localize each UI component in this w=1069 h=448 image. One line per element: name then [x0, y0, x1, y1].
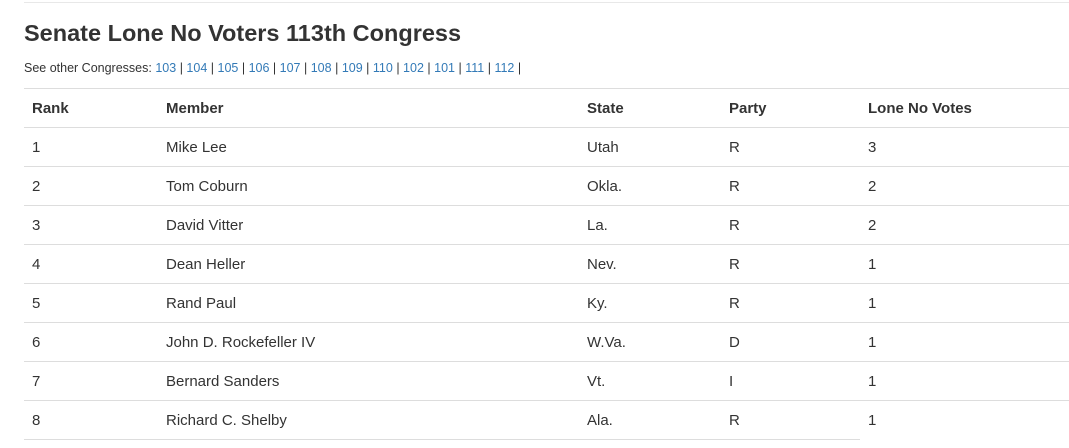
congress-link-102[interactable]: 102 [403, 61, 424, 75]
cell-member: Rand Paul [158, 283, 579, 323]
link-separator: | [517, 61, 522, 75]
cell-member: Mike Lee [158, 127, 579, 167]
table-row: 4 Dean Heller Nev. R 1 [24, 244, 1069, 284]
header-rank: Rank [24, 88, 158, 128]
cell-party: R [721, 127, 860, 167]
table-row: 8 Richard C. Shelby Ala. R 1 [24, 400, 1069, 440]
cell-member: Dean Heller [158, 244, 579, 284]
link-separator: | [487, 61, 491, 75]
link-separator: | [335, 61, 339, 75]
header-state: State [579, 88, 721, 128]
link-separator: | [210, 61, 215, 75]
cell-lone-no-votes: 2 [860, 166, 1069, 206]
page-title: Senate Lone No Voters 113th Congress [24, 20, 462, 46]
congress-link-107[interactable]: 107 [279, 61, 301, 75]
congress-link-110[interactable]: 110 [372, 61, 393, 75]
cell-state: Ala. [579, 400, 721, 440]
cell-party: R [721, 283, 860, 323]
cell-state: Okla. [579, 166, 721, 206]
congress-link-109[interactable]: 109 [341, 61, 363, 75]
cell-member: Bernard Sanders [158, 361, 579, 401]
link-separator: | [458, 61, 462, 75]
cell-state: W.Va. [579, 322, 721, 362]
link-separator: | [366, 61, 370, 75]
table-row: 7 Bernard Sanders Vt. I 1 [24, 361, 1069, 401]
lone-no-voters-table: Rank Member State Party Lone No Votes 1 … [24, 88, 1069, 440]
cell-state: Ky. [579, 283, 721, 323]
header-lone-no-votes: Lone No Votes [860, 88, 1069, 128]
link-separator: | [427, 61, 431, 75]
cell-lone-no-votes: 1 [860, 244, 1069, 284]
cell-rank: 5 [24, 283, 158, 323]
congress-link-108[interactable]: 108 [310, 61, 332, 75]
cell-rank: 1 [24, 127, 158, 167]
other-congresses-label: See other Congresses: [24, 61, 152, 75]
header-party: Party [721, 88, 860, 128]
congress-nav: See other Congresses: 103 | 104 | 105 | … [24, 61, 521, 75]
table-row: 6 John D. Rockefeller IV W.Va. D 1 [24, 322, 1069, 362]
cell-party: R [721, 205, 860, 245]
cell-member: Richard C. Shelby [158, 400, 579, 440]
cell-state: Nev. [579, 244, 721, 284]
cell-rank: 3 [24, 205, 158, 245]
table-row: 1 Mike Lee Utah R 3 [24, 127, 1069, 167]
congress-links: 103 | 104 | 105 | 106 | 107 | 108 | 109 … [155, 61, 521, 75]
cell-lone-no-votes: 1 [868, 411, 877, 429]
top-divider [24, 2, 1069, 3]
table-row: 5 Rand Paul Ky. R 1 [24, 283, 1069, 323]
cell-member: Tom Coburn [158, 166, 579, 206]
link-separator: | [304, 61, 308, 75]
table-row: 3 David Vitter La. R 2 [24, 205, 1069, 245]
header-member: Member [158, 88, 579, 128]
link-separator: | [179, 61, 183, 75]
table-header-row: Rank Member State Party Lone No Votes [24, 88, 1069, 128]
congress-link-104[interactable]: 104 [186, 61, 208, 75]
cell-state: Utah [579, 127, 721, 167]
cell-party: R [721, 400, 860, 440]
cell-rank: 4 [24, 244, 158, 284]
link-separator: | [396, 61, 400, 75]
cell-member: David Vitter [158, 205, 579, 245]
congress-link-111[interactable]: 111 [465, 61, 485, 75]
link-separator: | [241, 61, 246, 75]
cell-member: John D. Rockefeller IV [158, 322, 579, 362]
congress-link-103[interactable]: 103 [155, 61, 177, 75]
table-row: 2 Tom Coburn Okla. R 2 [24, 166, 1069, 206]
cell-party: I [721, 361, 860, 401]
cell-rank: 7 [24, 361, 158, 401]
congress-link-112[interactable]: 112 [494, 61, 515, 75]
congress-link-106[interactable]: 106 [248, 61, 270, 75]
cell-lone-no-votes: 1 [860, 283, 1069, 323]
congress-link-101[interactable]: 101 [434, 61, 455, 75]
cell-state: Vt. [579, 361, 721, 401]
cell-state: La. [579, 205, 721, 245]
cell-party: R [721, 244, 860, 284]
cell-lone-no-votes: 2 [860, 205, 1069, 245]
cell-rank: 6 [24, 322, 158, 362]
cell-rank: 2 [24, 166, 158, 206]
cell-lone-no-votes: 1 [860, 361, 1069, 401]
cell-party: D [721, 322, 860, 362]
congress-link-105[interactable]: 105 [217, 61, 239, 75]
link-separator: | [272, 61, 277, 75]
cell-party: R [721, 166, 860, 206]
cell-lone-no-votes: 1 [860, 322, 1069, 362]
cell-rank: 8 [24, 400, 158, 440]
cell-lone-no-votes: 3 [860, 127, 1069, 167]
